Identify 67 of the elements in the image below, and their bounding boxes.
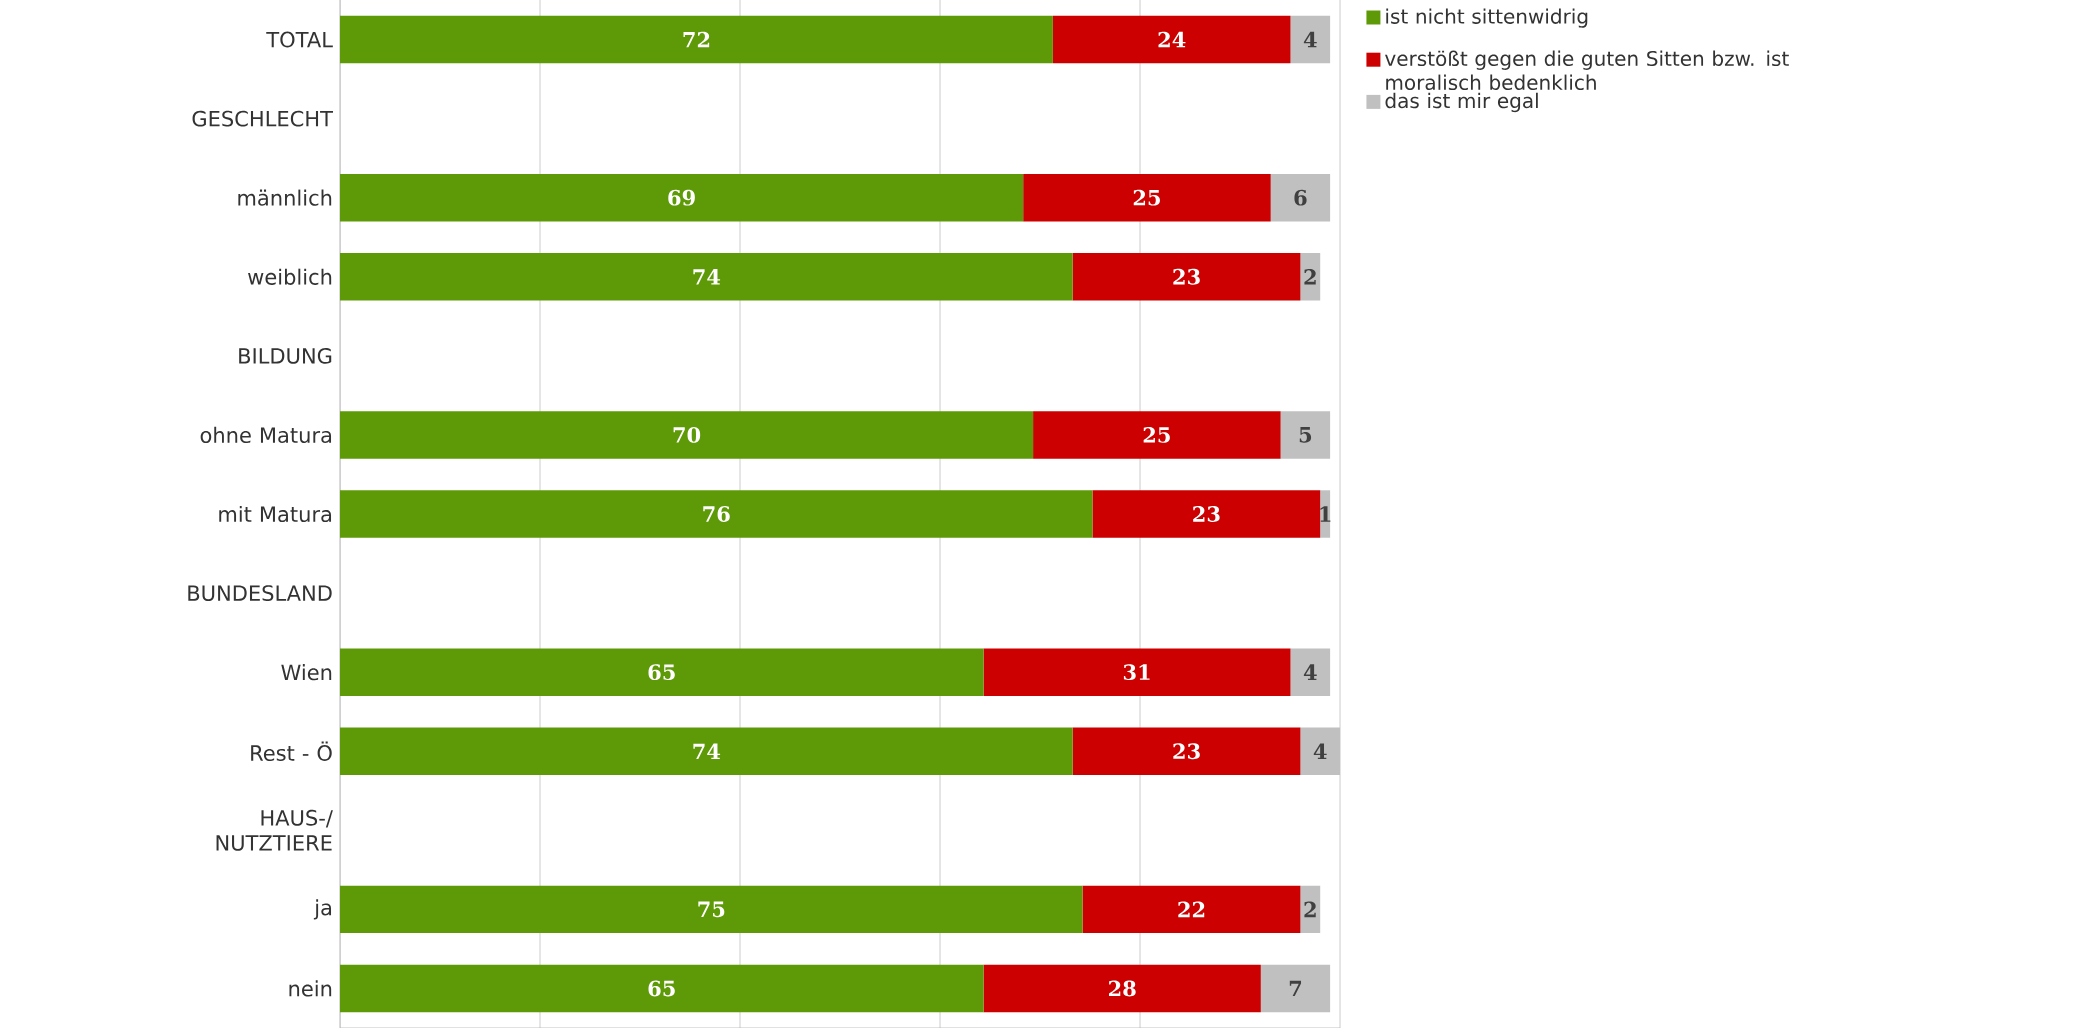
- y-tick-label: BILDUNG: [239, 347, 332, 364]
- data-label: 65: [648, 980, 675, 997]
- bar: [1052, 15, 1291, 64]
- bar: [983, 648, 1291, 696]
- data-label: 4: [1303, 31, 1317, 48]
- data-label: 69: [668, 189, 695, 206]
- data-label: 2: [1304, 268, 1316, 285]
- data-label: 24: [1158, 31, 1186, 48]
- data-label: 75: [698, 901, 725, 918]
- data-label: 4: [1313, 743, 1327, 760]
- bar: [1270, 173, 1331, 222]
- data-label: 1: [1320, 506, 1331, 522]
- bar: [340, 964, 984, 1013]
- bar: [1260, 964, 1331, 1013]
- y-tick-label: TOTAL: [266, 31, 333, 48]
- bar: [340, 885, 1083, 934]
- bar: [1300, 885, 1321, 934]
- bar: [1033, 411, 1281, 459]
- bar: [340, 411, 1034, 459]
- data-label: 76: [703, 506, 730, 522]
- bar: [1092, 490, 1321, 538]
- bar: [340, 253, 1073, 301]
- data-label: 7: [1289, 980, 1302, 997]
- bar: [340, 648, 984, 696]
- y-tick-label: nein: [289, 980, 332, 997]
- y-tick-label: weiblich: [248, 268, 332, 285]
- data-label: 23: [1193, 506, 1220, 522]
- bar: [1290, 15, 1331, 64]
- y-tick-label: Rest - Ö: [251, 741, 332, 761]
- bar: [340, 15, 1053, 64]
- bar: [1300, 253, 1321, 301]
- data-label: 74: [693, 268, 721, 285]
- y-tick-label: GESCHLECHT: [192, 110, 334, 127]
- data-label: 65: [648, 664, 675, 681]
- y-tick-label: Wien: [281, 664, 332, 681]
- data-label: 74: [693, 743, 721, 760]
- y-tick-label: ohne Matura: [200, 426, 332, 444]
- data-label: 23: [1173, 743, 1200, 760]
- bar: [1280, 411, 1331, 459]
- data-label: 25: [1133, 189, 1160, 206]
- data-label: 28: [1109, 980, 1136, 997]
- y-tick-label: mit Matura: [219, 505, 332, 523]
- data-label: 6: [1294, 189, 1307, 206]
- data-label: 72: [683, 31, 710, 48]
- data-label: 70: [673, 426, 701, 443]
- data-label: 23: [1173, 268, 1200, 285]
- bar: [340, 727, 1073, 775]
- legend-label: das ist mir egal: [1385, 92, 1538, 113]
- bar: [1072, 253, 1301, 301]
- data-label: 25: [1143, 426, 1170, 443]
- y-tick-label: BUNDESLAND: [188, 585, 332, 602]
- data-label: 31: [1123, 664, 1150, 681]
- data-label: 4: [1303, 664, 1317, 680]
- bar: [340, 490, 1093, 538]
- bar: [1290, 648, 1331, 696]
- bar: [1023, 173, 1271, 222]
- bar: [983, 964, 1261, 1013]
- data-label: 2: [1304, 901, 1316, 918]
- y-tick-label: HAUS-/ NUTZTIERE: [216, 809, 333, 851]
- bar: [340, 173, 1024, 222]
- y-tick-label: ja: [313, 899, 332, 920]
- data-label: 22: [1178, 901, 1205, 918]
- bar: [1072, 727, 1301, 775]
- bar: [1082, 885, 1301, 934]
- legend-label: ist nicht sittenwidrig: [1386, 8, 1588, 28]
- y-tick-label: männlich: [238, 189, 332, 206]
- data-label: 5: [1299, 427, 1312, 443]
